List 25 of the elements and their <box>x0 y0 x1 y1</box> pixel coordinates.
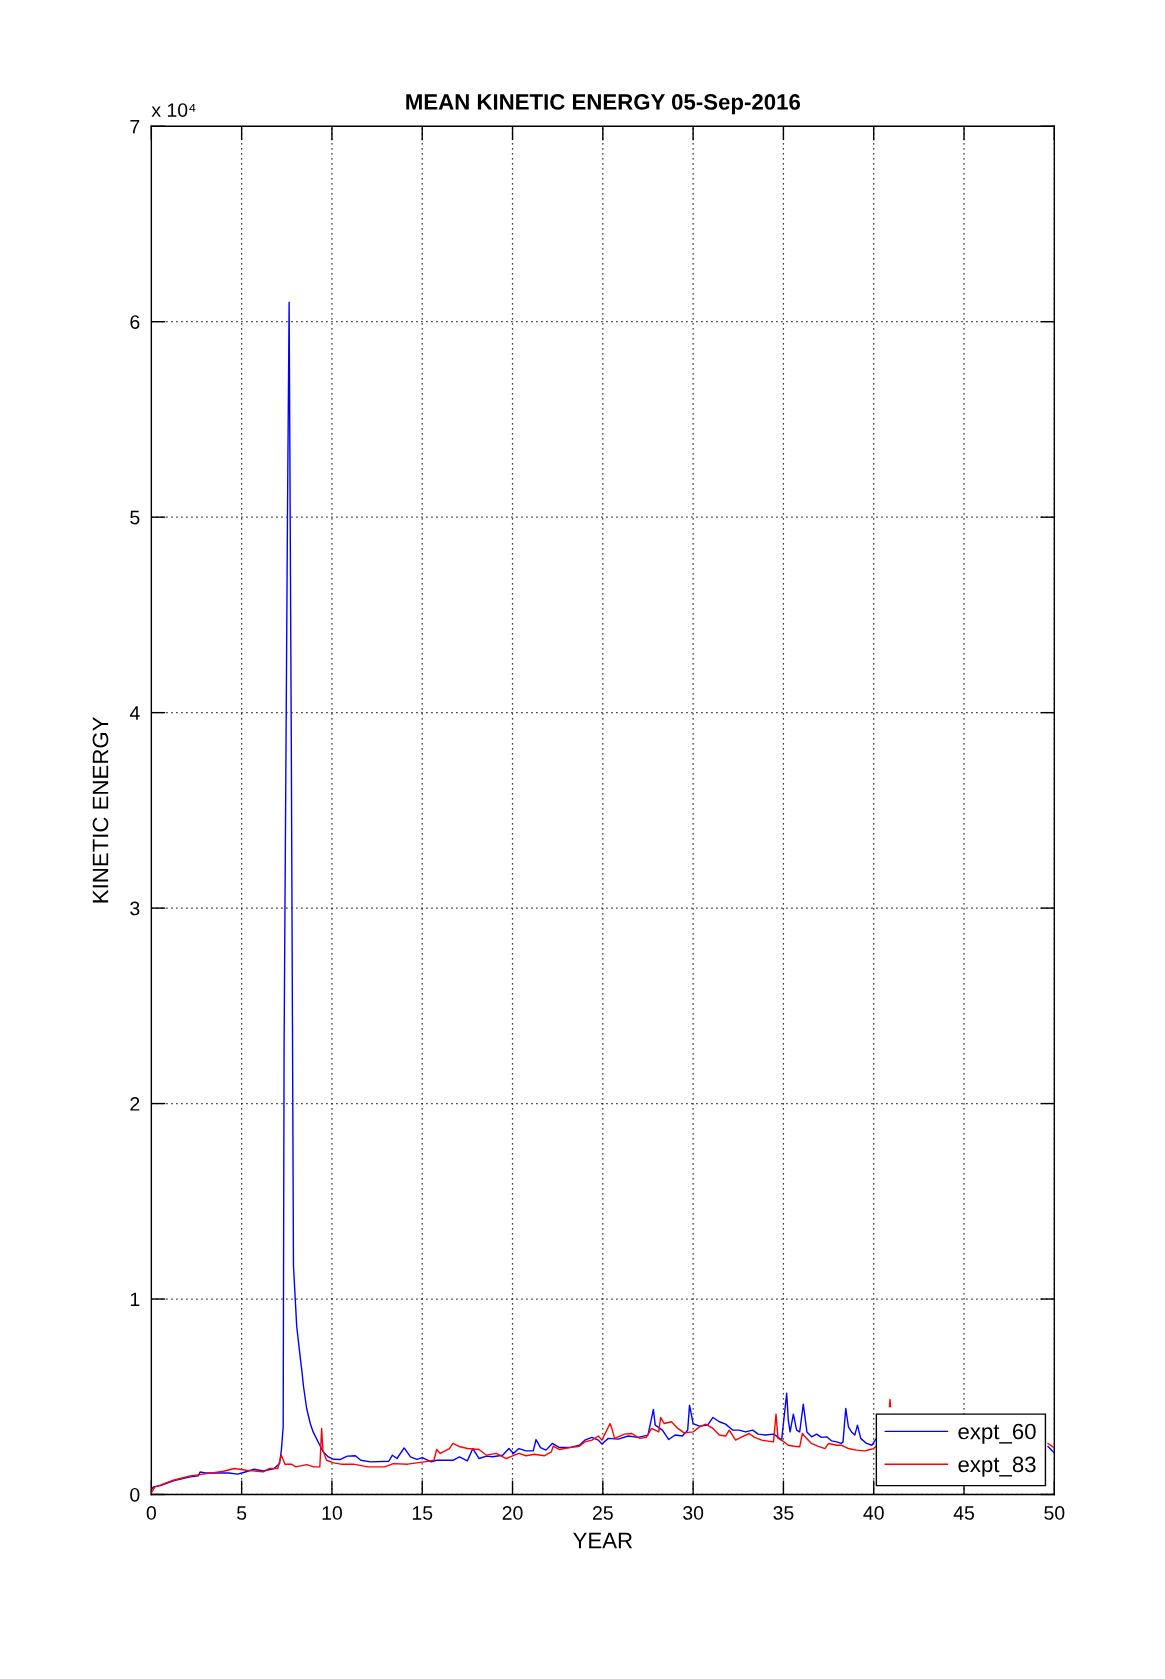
y-tick-label: 6 <box>130 315 140 329</box>
y-tick-label: 4 <box>129 706 140 720</box>
y-tick-label: 7 <box>130 119 140 134</box>
chart-title: MEAN KINETIC ENERGY 05-Sep-2016 <box>406 94 801 115</box>
y-tick-label: 1 <box>130 1292 140 1307</box>
x-tick-label: 20 <box>502 1506 523 1520</box>
x-axis-title: YEAR <box>573 1532 633 1549</box>
x-tick-label: 0 <box>146 1506 156 1520</box>
x-tick-label: 35 <box>773 1506 794 1520</box>
x-tick-label: 45 <box>953 1506 975 1520</box>
x-tick-label: 40 <box>863 1506 884 1520</box>
legend-label: expt_60 <box>958 1423 1036 1444</box>
y-tick-label: 5 <box>130 510 140 525</box>
x-tick-label: 50 <box>1044 1506 1065 1520</box>
x-tick-label: 15 <box>412 1506 433 1520</box>
y-tick-label: 2 <box>130 1097 140 1111</box>
y-tick-label: 3 <box>130 901 140 916</box>
x-tick-label: 25 <box>592 1506 613 1520</box>
x-tick-label: 10 <box>322 1506 342 1520</box>
text: x 10⁴ <box>151 103 196 117</box>
x-tick-label: 5 <box>237 1506 247 1520</box>
legend-label: expt_83 <box>958 1456 1036 1477</box>
y-tick-label: 0 <box>130 1487 140 1502</box>
x-tick-label: 30 <box>683 1506 704 1520</box>
y-axis-title: KINETIC ENERGY <box>92 717 109 903</box>
